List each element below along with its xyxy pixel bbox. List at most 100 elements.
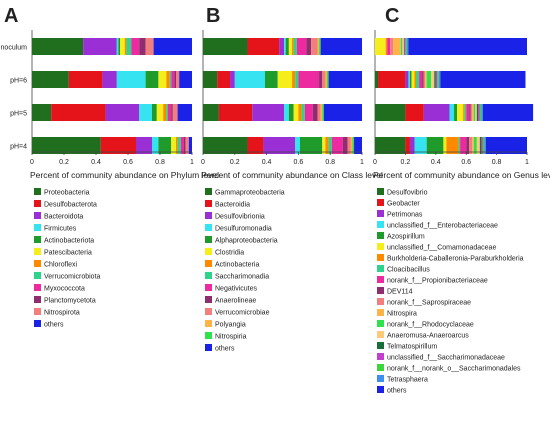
panel-a-bar-ph-4-actinobacteriota: [158, 137, 172, 154]
panel-b-x-tick-label: 0: [201, 159, 205, 166]
panel-b-legend-label-actinobacteria: Actinobacteria: [215, 262, 259, 269]
panel-a-bar-inoculum-verrucomicrobiota: [126, 38, 132, 55]
panel-b-bar-inoculum-desulfuromonadia: [284, 38, 286, 55]
category-label-ph-5: pH=5: [10, 111, 27, 118]
panel-c-bar-ph-4-unclassified-f-comamonadaceae: [443, 137, 447, 154]
panel-b-bar-ph-4-clostridia: [322, 137, 326, 154]
panel-c-bar-ph-6-azospirillum: [409, 71, 412, 88]
panel-c-bar-ph-6-nitrospira: [425, 71, 427, 88]
panel-c-legend-label-telmatospirillum: Telmatospirillum: [387, 344, 437, 351]
panel-a-bar-inoculum-planctomycetota: [139, 38, 146, 55]
panel-b-legend-swatch-bacteroidia: [205, 200, 212, 207]
panel-b-x-axis-title: Percent of community abundance on Class …: [201, 170, 383, 180]
panel-b-letter: B: [206, 5, 220, 27]
panel-b-bar-inoculum-others: [320, 38, 362, 55]
panel-a-legend-swatch-firmicutes: [34, 224, 41, 231]
panel-c-bar-ph-6-norank-f-norank-o-saccharimonadales: [437, 71, 439, 88]
panel-b-bar-ph-5-actinobacteria: [298, 104, 302, 121]
panel-b-bar-ph-4-gammaproteobacteria: [203, 137, 248, 154]
panel-b-bar-ph-6-nitrospiria: [327, 71, 329, 88]
panel-a-legend-swatch-desulfobacterota: [34, 200, 41, 207]
panel-b-bar-ph-4-desulfovibrionia: [263, 137, 296, 154]
panel-a-bar-ph-5-verrucomicrobiota: [166, 104, 168, 121]
panel-b-legend-label-alphaproteobacteria: Alphaproteobacteria: [215, 238, 278, 245]
panel-b-bar-ph-5-verrucomicrobiae: [317, 104, 321, 121]
panel-c-bar-ph-4-nitrospira: [472, 137, 474, 154]
panel-a-legend-label-nitrospirota: Nitrospirota: [44, 310, 80, 317]
panel-c-bar-ph-4-tetrasphaera: [484, 137, 486, 154]
panel-c-legend-label-petrimonas: Petrimonas: [387, 212, 423, 219]
panel-c-legend-label-tetrasphaera: Tetrasphaera: [387, 377, 428, 384]
panel-c-bar-inoculum-anaeromusa-anaeroarcus: [402, 38, 404, 55]
panel-a-bar-inoculum-nitrospirota: [145, 38, 154, 55]
panel-b-bar-ph-6-clostridia: [277, 71, 293, 88]
panel-a-legend-label-firmicutes: Firmicutes: [44, 226, 77, 233]
panel-c-bar-ph-4-petrimonas: [409, 137, 415, 154]
panel-a-legend-swatch-bacteroidota: [34, 212, 41, 219]
panel-b-legend-swatch-desulfovibrionia: [205, 212, 212, 219]
panel-c-bar-inoculum-norank-f-saprospiraceae: [390, 38, 394, 55]
panel-a-bar-ph-6-bacteroidota: [102, 71, 117, 88]
panel-a-x-tick-label: 0.2: [59, 159, 69, 166]
panel-c-bar-ph-5-cloacibacillus: [464, 104, 467, 121]
panel-b-bar-ph-5-clostridia: [293, 104, 299, 121]
panel-c-legend-label-desulfovibrio: Desulfovibrio: [387, 190, 428, 197]
panel-c-legend-label-unclassified-f-enterobacteriaceae: unclassified_f__Enterobacteriaceae: [387, 223, 498, 230]
panel-b-legend-swatch-actinobacteria: [205, 260, 212, 267]
panel-c-legend-swatch-norank-f-rhodocyclaceae: [377, 320, 384, 327]
panel-c-legend-label-anaeromusa-anaeroarcus: Anaeromusa-Anaeroarcus: [387, 333, 469, 340]
panel-c-legend-label-dev114: DEV114: [387, 289, 413, 296]
panel-a-bar-ph-6-chloroflexi: [166, 71, 170, 88]
panel-b-bar-ph-5-others: [323, 104, 362, 121]
panel-a-legend-label-myxococcota: Myxococcota: [44, 286, 85, 293]
panel-c-bar-ph-5-desulfovibrio: [375, 104, 406, 121]
panel-c-bar-ph-4-azospirillum: [426, 137, 444, 154]
panel-c-legend-label-cloacibacillus: Cloacibacillus: [387, 267, 430, 274]
panel-b-x-tick-label: 0.6: [294, 159, 304, 166]
panel-a-bar-ph-5-planctomycetota: [171, 104, 173, 121]
panel-c-bar-ph-6-norank-f-saprospiraceae: [423, 71, 426, 88]
category-label-ph-6: pH=6: [10, 78, 27, 85]
panel-b-bar-ph-5-saccharimonadia: [301, 104, 305, 121]
panel-b-x-tick-label: 0.8: [325, 159, 335, 166]
panel-c-bar-ph-4-unclassified-f-enterobacteriaceae: [414, 137, 427, 154]
panel-b-bar-inoculum-clostridia: [288, 38, 293, 55]
panel-c-bar-ph-4-norank-f-rhodocyclaceae: [473, 137, 477, 154]
panel-a-bar-ph-5-firmicutes: [139, 104, 152, 121]
panel-c-legend-label-norank-f-saprospiraceae: norank_f__Saprospiraceae: [387, 300, 471, 307]
panel-a-legend-swatch-actinobacteriota: [34, 236, 41, 243]
panel-a-bar-ph-6-actinobacteriota: [145, 71, 159, 88]
panel-c-bar-ph-5-geobacter: [405, 104, 424, 121]
panel-a-bar-ph-5-nitrospirota: [172, 104, 178, 121]
panel-b-bar-inoculum-polyangia: [317, 38, 320, 55]
panel-c-bar-ph-5-norank-f-propionibacteriaceae: [466, 104, 470, 121]
panel-b-x-tick-label: 0.4: [262, 159, 272, 166]
panel-a-legend-label-patescibacteria: Patescibacteria: [44, 250, 92, 257]
panel-a-bar-inoculum-patescibacteria: [120, 38, 125, 55]
panel-a-legend-swatch-nitrospirota: [34, 308, 41, 315]
panel-a-x-tick-label: 0.4: [91, 159, 101, 166]
panel-b-bar-inoculum-desulfovibrionia: [279, 38, 285, 55]
panel-c-legend-swatch-norank-f-saprospiraceae: [377, 298, 384, 305]
panel-a-bar-ph-4-proteobacteria: [32, 137, 101, 154]
panel-a-bar-ph-5-bacteroidota: [105, 104, 140, 121]
panel-c-legend-label-unclassified-f-comamonadaceae: unclassified_f__Comamonadaceae: [387, 245, 496, 252]
panel-c-bar-inoculum-tetrasphaera: [406, 38, 409, 55]
panel-b-legend-swatch-desulfuromonadia: [205, 224, 212, 231]
panel-c-bar-ph-5-nitrospira: [472, 104, 474, 121]
panel-a-bar-inoculum-proteobacteria: [32, 38, 84, 55]
panel-c-bar-ph-6-telmatospirillum: [434, 71, 436, 88]
panel-c-bar-ph-4-others: [485, 137, 527, 154]
panel-b-legend-swatch-verrucomicrobiae: [205, 308, 212, 315]
panel-c-x-tick-label: 0.8: [492, 159, 502, 166]
panel-a-bar-inoculum-chloroflexi: [124, 38, 127, 55]
panel-c-legend-swatch-burkholderia-caballeronia-paraburkholderia: [377, 254, 384, 261]
panel-b-bar-inoculum-verrucomicrobiae: [311, 38, 318, 55]
panel-c-legend-swatch-unclassified-f-enterobacteriaceae: [377, 221, 384, 228]
panel-c-legend-label-nitrospira: Nitrospira: [387, 311, 417, 318]
panel-b-bar-ph-5-desulfuromonadia: [284, 104, 289, 121]
panel-b-bar-ph-5-polyangia: [320, 104, 323, 121]
panel-c-bar-ph-6-cloacibacillus: [416, 71, 420, 88]
panel-a-bar-ph-5-desulfobacterota: [51, 104, 106, 121]
